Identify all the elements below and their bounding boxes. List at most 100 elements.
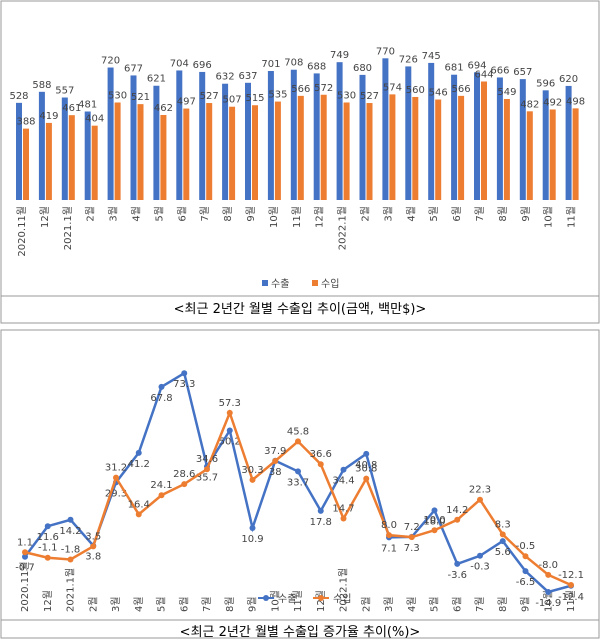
point (44, 523, 51, 530)
bar (290, 69, 297, 200)
x-tick-label: 11월 (565, 590, 577, 612)
x-tick-label: 5월 (428, 206, 440, 222)
point (135, 511, 142, 518)
value-label: 596 (536, 78, 555, 89)
point (477, 496, 483, 503)
value-label: 566 (452, 84, 471, 95)
bar (389, 94, 396, 200)
point (22, 553, 28, 560)
point (340, 515, 347, 522)
bar (16, 102, 22, 200)
value-label: 31.2 (105, 463, 127, 474)
value-label: 10.0 (423, 515, 445, 526)
value-label: 30.8 (355, 464, 377, 475)
x-tick-label: 4월 (406, 596, 418, 612)
value-label: 45.8 (287, 426, 309, 437)
value-label: 492 (543, 97, 562, 108)
value-label: 16.4 (128, 499, 150, 510)
legend-label: 수입 (321, 277, 339, 290)
point (431, 527, 438, 534)
bar (23, 128, 29, 200)
value-label: -1.1 (38, 543, 58, 554)
bar (481, 81, 487, 200)
value-label: 5.6 (495, 547, 511, 558)
value-label: 701 (261, 59, 280, 70)
x-tick-label: 7월 (474, 596, 486, 612)
value-label: 8.0 (381, 520, 397, 531)
bar (526, 111, 533, 200)
bar (503, 98, 510, 200)
value-label: 14.2 (446, 505, 468, 516)
x-tick-label: 10월 (542, 590, 554, 612)
x-tick-label: 5월 (156, 596, 168, 612)
value-label: 498 (566, 96, 585, 107)
bar (474, 72, 480, 200)
bar (222, 83, 229, 200)
point (67, 556, 74, 563)
value-label: 3.8 (85, 552, 101, 563)
x-tick-label: 3월 (110, 596, 122, 612)
legend-dot (263, 595, 269, 601)
value-label: 482 (520, 99, 539, 110)
point (363, 450, 370, 457)
value-label: 30.3 (241, 465, 263, 476)
point (317, 507, 324, 514)
bar (572, 108, 579, 200)
legend-swatch (312, 280, 318, 286)
legend-dot (318, 595, 324, 601)
value-label: 572 (314, 83, 333, 94)
legend-label: 수출 (271, 278, 289, 290)
value-label: 24.1 (150, 480, 172, 491)
point (22, 549, 28, 556)
value-label: 632 (216, 72, 235, 83)
value-label: 36.6 (310, 449, 332, 460)
x-tick-label: 6월 (178, 596, 190, 612)
value-label: 694 (467, 60, 486, 71)
bar (199, 71, 206, 200)
point (295, 438, 301, 445)
x-tick-label: 8월 (497, 206, 509, 222)
value-label: 461 (62, 103, 81, 114)
value-label: 18.0 (423, 516, 445, 527)
bar (451, 74, 458, 200)
value-label: 3.5 (85, 531, 101, 542)
x-tick-label: 10월 (269, 590, 281, 612)
bar (274, 101, 281, 200)
value-label: 33.7 (287, 477, 309, 488)
legend-label: 수출 (278, 593, 296, 605)
value-label: -0.7 (15, 563, 35, 574)
point (545, 571, 552, 578)
point (158, 492, 165, 499)
point (249, 524, 256, 531)
bar (130, 75, 137, 200)
point (454, 516, 461, 523)
legend-swatch (262, 280, 268, 286)
value-label: 8.3 (495, 519, 511, 530)
x-tick-label: 11월 (566, 206, 578, 228)
x-tick-label: 2020.11월 (16, 206, 28, 257)
bar (519, 79, 526, 200)
value-label: 29.3 (105, 488, 127, 499)
value-label: 704 (170, 58, 189, 69)
x-tick-label: 11월 (291, 206, 303, 228)
value-label: 530 (337, 90, 356, 101)
value-label: -0.5 (516, 541, 536, 552)
bar (336, 62, 343, 201)
value-label: 666 (490, 65, 509, 76)
caption: <최근 2년간 월별 수출입 증가율 추이(%)> (180, 625, 421, 640)
value-label: 557 (55, 86, 74, 97)
value-label: 419 (39, 111, 58, 122)
point (408, 534, 415, 541)
x-tick-label: 4월 (133, 596, 145, 612)
value-label: -3.6 (447, 570, 467, 581)
x-tick-label: 8월 (224, 596, 236, 612)
bar (297, 95, 304, 200)
x-tick-label: 3월 (108, 206, 120, 222)
point (90, 543, 97, 550)
x-tick-label: 10월 (268, 206, 280, 228)
frame (0, 329, 600, 639)
value-label: 17.8 (310, 517, 332, 528)
point (135, 449, 142, 456)
x-tick-label: 3월 (382, 206, 394, 222)
